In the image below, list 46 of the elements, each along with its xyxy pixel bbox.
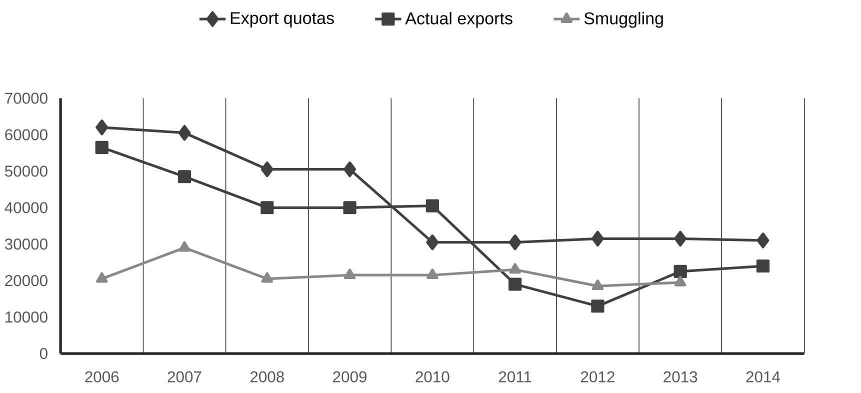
point xyxy=(674,265,687,278)
point xyxy=(343,201,356,214)
y-tick-label: 10000 xyxy=(6,312,48,323)
x-tick-label: 2007 xyxy=(168,371,202,382)
x-tick-label: 2008 xyxy=(250,371,284,382)
point xyxy=(260,162,274,178)
y-tick-label: 40000 xyxy=(4,202,48,214)
point xyxy=(178,170,192,184)
point xyxy=(96,272,108,283)
x-tick-label: 2012 xyxy=(581,371,614,382)
x-tick-label: 2010 xyxy=(416,371,450,382)
point xyxy=(591,230,604,247)
point xyxy=(426,199,439,212)
point xyxy=(674,276,686,286)
point xyxy=(178,241,190,252)
x-tick-label: 2013 xyxy=(664,371,698,382)
point xyxy=(426,234,439,250)
legend-label: Export quotas xyxy=(230,12,334,28)
y-tick-label: 70000 xyxy=(5,92,48,104)
point xyxy=(344,162,356,178)
point xyxy=(96,120,108,136)
x-tick-label: 2014 xyxy=(746,371,780,382)
legend-label: Actual exports xyxy=(405,12,512,28)
y-tick-label: 60000 xyxy=(5,129,48,140)
y-tick-label: 20000 xyxy=(5,275,48,286)
x-tick-label: 2009 xyxy=(333,371,367,382)
point xyxy=(509,263,521,274)
point xyxy=(95,140,108,154)
y-tick-label: 0 xyxy=(40,348,48,360)
x-tick-label: 2011 xyxy=(498,371,532,382)
point xyxy=(261,272,273,283)
legend-label: Smuggling xyxy=(584,12,663,28)
point xyxy=(344,268,356,280)
point xyxy=(592,280,604,290)
point xyxy=(508,278,522,291)
y-tick-label: 50000 xyxy=(5,166,48,177)
y-tick-label: 30000 xyxy=(4,238,48,250)
point xyxy=(260,201,274,214)
x-tick-label: 2006 xyxy=(85,371,119,382)
point xyxy=(508,234,522,250)
point xyxy=(674,230,687,247)
point xyxy=(756,260,770,273)
point xyxy=(591,300,604,313)
point xyxy=(756,232,770,248)
point xyxy=(178,125,191,141)
point xyxy=(426,268,438,280)
